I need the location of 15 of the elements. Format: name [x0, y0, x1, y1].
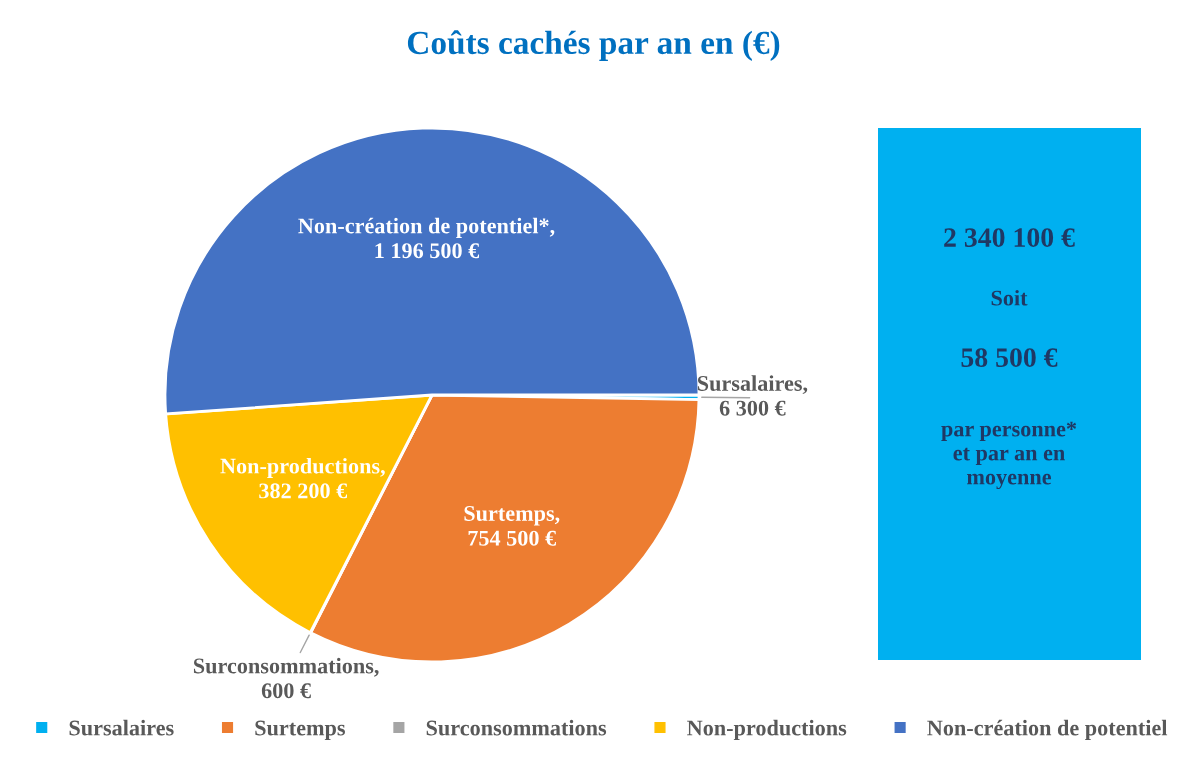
- data-label: Surconsommations, 600 €: [193, 657, 379, 699]
- text: par personne* et par an en moyenne: [941, 421, 1077, 490]
- text: 2 340 100 €: [944, 228, 1075, 247]
- data-label: Surtemps, 754 500 €: [464, 505, 560, 546]
- data-label: Non-productions, 382 200 €: [220, 457, 385, 499]
- legend-label: Surtemps: [255, 720, 346, 740]
- chart-title: Coûts cachés par an en (€): [407, 30, 780, 61]
- data-label: Non-création de potentiel*, 1 196 500 €: [298, 217, 555, 259]
- legend-label: Surconsommations: [426, 719, 607, 736]
- legend-label: Sursalaires: [69, 719, 174, 736]
- text: Soit: [991, 289, 1028, 306]
- text: 58 500 €: [961, 348, 1058, 367]
- legend-label: Non-productions: [687, 719, 847, 740]
- legend-label: Non-création de potentiel: [927, 719, 1168, 740]
- data-label: Sursalaires, 6 300 €: [697, 375, 808, 416]
